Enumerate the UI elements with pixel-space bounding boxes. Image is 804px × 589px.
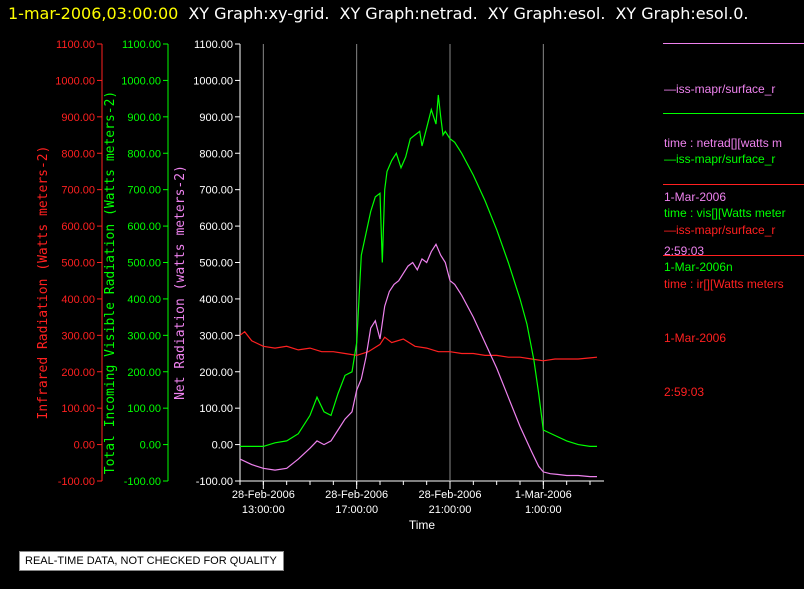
header-title-2: XY Graph:netrad. <box>339 4 478 23</box>
y-tick-label-visible: 0.00 <box>140 440 161 452</box>
x-tick-label-date: 28-Feb-2006 <box>232 489 295 501</box>
x-tick-label-time: 17:00:00 <box>335 504 378 516</box>
legend-visible-line <box>663 113 804 114</box>
y-axis-label-net: Net Radiation (watts meters-2) <box>173 165 188 400</box>
legend-infrared-line-3: 1-Mar-2006 <box>664 331 727 345</box>
y-tick-label-net: 0.00 <box>212 440 233 452</box>
x-tick-label-time: 21:00:00 <box>429 504 472 516</box>
y-tick-label-net: 600.00 <box>199 221 233 233</box>
legend-infrared-line-1: —iss-mapr/surface_r <box>664 223 776 237</box>
x-tick-label-date: 28-Feb-2006 <box>325 489 388 501</box>
x-tick-label-time: 1:00:00 <box>525 504 562 516</box>
y-tick-label-net: -100.00 <box>196 476 233 488</box>
y-tick-label-visible: 1100.00 <box>122 39 161 51</box>
y-tick-label-visible: 400.00 <box>127 294 161 306</box>
y-tick-label-net: 800.00 <box>199 148 233 160</box>
y-tick-label-infrared: 1100.00 <box>56 39 95 51</box>
y-tick-label-infrared: 200.00 <box>61 367 95 379</box>
y-tick-label-visible: 1000.00 <box>121 75 161 87</box>
y-tick-label-net: 200.00 <box>199 367 233 379</box>
y-tick-label-visible: 800.00 <box>127 148 161 160</box>
series-line-visible <box>240 94 597 447</box>
legend-infrared-line-4: 2:59:03 <box>664 385 705 399</box>
header-title-4: XY Graph:esol.0. <box>615 4 749 23</box>
y-tick-label-visible: 300.00 <box>127 330 161 342</box>
series-line-infrared <box>239 330 598 362</box>
y-tick-label-net: 1100.00 <box>194 39 233 51</box>
y-tick-label-infrared: 400.00 <box>61 294 95 306</box>
legend-visible-text: —iss-mapr/surface_r time : vis[][Watts m… <box>664 114 804 312</box>
x-tick-label-date: 28-Feb-2006 <box>419 489 482 501</box>
y-tick-label-visible: 600.00 <box>127 221 161 233</box>
y-tick-label-net: 500.00 <box>199 258 233 270</box>
y-tick-label-infrared: 900.00 <box>61 112 95 124</box>
legend-net-line-4: 2:59:03 <box>664 244 705 258</box>
legend-infrared-line <box>663 184 804 185</box>
legend-infrared-line-2: time : ir[][Watts meters <box>664 277 784 291</box>
y-tick-label-visible: -100.00 <box>124 476 161 488</box>
y-tick-label-infrared: 1000.00 <box>55 75 95 87</box>
y-tick-label-net: 700.00 <box>199 185 233 197</box>
quality-notice: REAL-TIME DATA, NOT CHECKED FOR QUALITY <box>19 551 284 571</box>
legend-end-line <box>663 255 804 256</box>
y-tick-label-net: 300.00 <box>199 330 233 342</box>
y-tick-label-infrared: 700.00 <box>61 185 95 197</box>
y-axis-label-infrared: Infrared Radiation (Watts meters-2) <box>36 146 51 420</box>
x-tick-label-time: 13:00:00 <box>242 504 285 516</box>
legend-net-line-1: —iss-mapr/surface_r <box>664 82 776 96</box>
y-tick-label-infrared: 800.00 <box>61 148 95 160</box>
legend-net-line-3: 1-Mar-2006 <box>664 190 727 204</box>
legend-net-line <box>663 43 804 44</box>
header-title-1: XY Graph:xy-grid. <box>188 4 330 23</box>
y-tick-label-net: 900.00 <box>199 112 233 124</box>
y-tick-label-infrared: 500.00 <box>61 258 95 270</box>
legend-visible-line-1: —iss-mapr/surface_r <box>664 152 776 166</box>
legend-net-text: —iss-mapr/surface_r time : netrad[][watt… <box>664 44 804 296</box>
y-tick-label-infrared: 100.00 <box>61 403 95 415</box>
y-tick-label-net: 100.00 <box>199 403 233 415</box>
header-timestamp: 1-mar-2006,03:00:00 <box>8 4 179 23</box>
y-tick-label-net: 1000.00 <box>193 75 233 87</box>
y-tick-label-visible: 200.00 <box>127 367 161 379</box>
x-tick-label-date: 1-Mar-2006 <box>515 489 572 501</box>
y-tick-label-visible: 500.00 <box>127 258 161 270</box>
y-tick-label-infrared: 600.00 <box>61 221 95 233</box>
y-tick-label-infrared: 300.00 <box>61 330 95 342</box>
legend-visible-line-3: 1-Mar-2006n <box>664 260 733 274</box>
y-axis-label-visible: Total Incoming Visible Radiation (Watts … <box>103 91 118 475</box>
y-tick-label-infrared: -100.00 <box>58 476 95 488</box>
legend-visible-line-2: time : vis[][Watts meter <box>664 206 786 220</box>
x-axis-label: Time <box>409 518 436 532</box>
y-tick-label-visible: 900.00 <box>127 112 161 124</box>
y-tick-label-visible: 100.00 <box>127 403 161 415</box>
y-tick-label-visible: 700.00 <box>127 185 161 197</box>
legend-infrared-text: —iss-mapr/surface_r time : ir[][Watts me… <box>664 185 804 437</box>
series-line-net <box>239 243 597 478</box>
header-title-3: XY Graph:esol. <box>487 4 606 23</box>
chart-header: 1-mar-2006,03:00:00 XY Graph:xy-grid. XY G… <box>8 4 749 23</box>
y-tick-label-infrared: 0.00 <box>74 440 95 452</box>
legend-net-line-2: time : netrad[][watts m <box>664 136 783 150</box>
y-tick-label-net: 400.00 <box>199 294 233 306</box>
